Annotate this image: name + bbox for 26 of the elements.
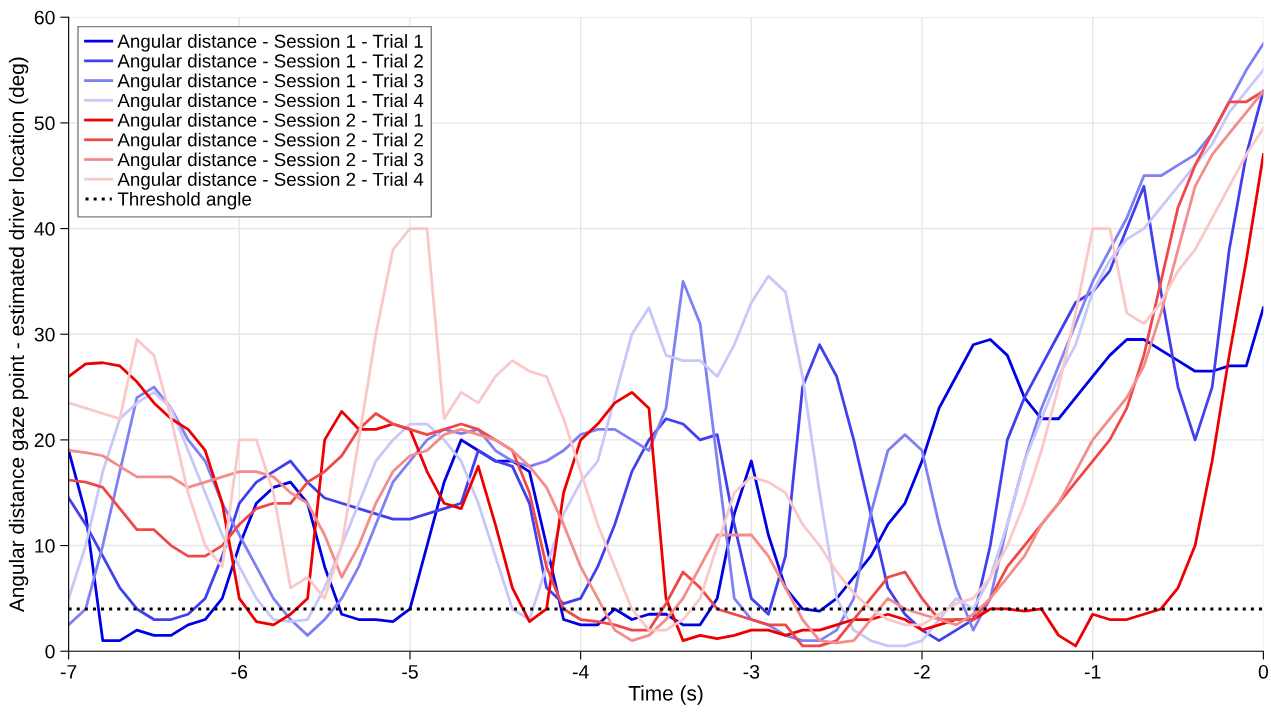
y-tick-label: 40 <box>34 222 55 236</box>
y-tick-label: 60 <box>34 10 55 25</box>
x-axis-title: Time (s) <box>628 685 703 705</box>
legend-label: Angular distance - Session 1 - Trial 2 <box>117 53 423 72</box>
legend-label: Angular distance - Session 1 - Trial 3 <box>117 73 423 92</box>
y-tick-label: 50 <box>34 116 55 131</box>
legend-label: Angular distance - Session 2 - Trial 3 <box>117 152 423 170</box>
y-tick-label: 0 <box>45 644 55 659</box>
x-tick-label: -4 <box>572 665 589 679</box>
y-tick-label: 30 <box>34 327 55 342</box>
y-axis-title: Angular distance gaze point - estimated driver location (deg) <box>8 57 29 613</box>
x-tick-label: -7 <box>60 665 77 679</box>
x-tick-label: -2 <box>914 664 930 679</box>
x-tick-label: -5 <box>402 665 418 679</box>
x-tick-label: -3 <box>743 664 760 679</box>
legend-label: Angular distance - Session 2 - Trial 4 <box>117 172 424 190</box>
x-tick-label: -6 <box>231 664 248 679</box>
legend-label: Threshold angle <box>117 191 252 210</box>
x-tick-label: 0 <box>1258 664 1269 679</box>
legend-label: Angular distance - Session 1 - Trial 1 <box>117 34 423 52</box>
legend-label: Angular distance - Session 2 - Trial 1 <box>117 113 423 131</box>
legend-label: Angular distance - Session 1 - Trial 4 <box>117 93 424 111</box>
x-tick-label: -1 <box>1084 665 1101 679</box>
y-tick-label: 20 <box>34 433 55 448</box>
legend-label: Angular distance - Session 2 - Trial 2 <box>117 132 423 151</box>
y-tick-label: 10 <box>35 539 55 553</box>
